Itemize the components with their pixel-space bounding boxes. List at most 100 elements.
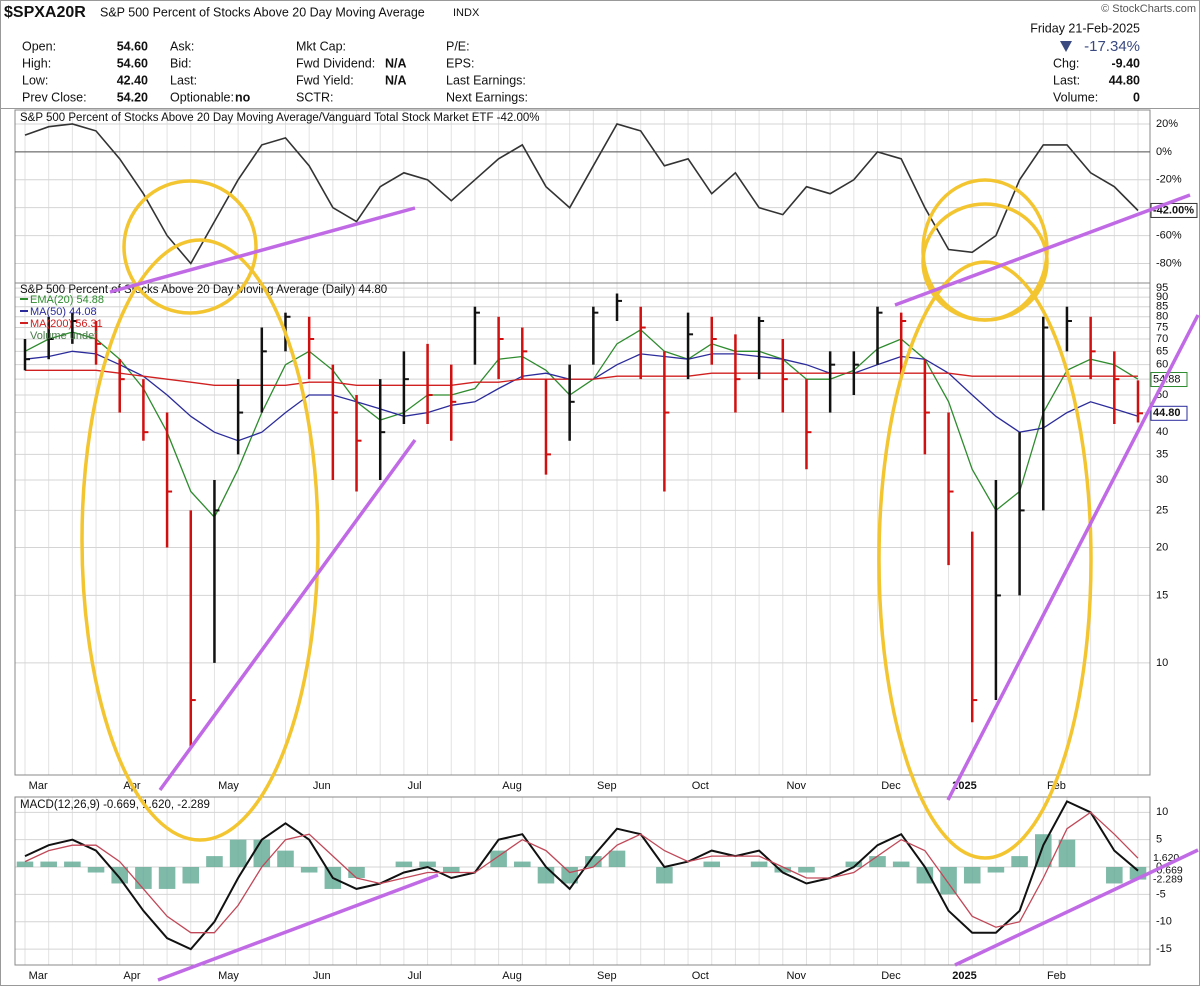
histogram-bar xyxy=(892,861,910,868)
moving-average xyxy=(24,328,1139,519)
field-label: P/E: xyxy=(446,39,470,53)
down-arrow xyxy=(1060,41,1072,52)
annotations xyxy=(80,178,1200,982)
panel-title: MACD(12,26,9) -0.669, 1.620, -2.289 xyxy=(20,799,210,811)
y-tick-label: 20% xyxy=(1156,118,1178,130)
panel-title: S&P 500 Percent of Stocks Above 20 Day M… xyxy=(20,112,540,124)
x-tick-label: Dec xyxy=(881,780,901,792)
legend-swatch xyxy=(20,310,28,312)
histogram-bar xyxy=(111,867,128,884)
histogram-bar xyxy=(348,867,365,878)
header: $SPXA20R S&P 500 Percent of Stocks Above… xyxy=(4,3,1196,104)
x-tick-label: Nov xyxy=(786,780,806,792)
y-tick-label: 20 xyxy=(1156,541,1168,553)
y-tick-label: 5 xyxy=(1156,834,1162,846)
histogram-bar xyxy=(64,861,81,868)
field-value: 54.60 xyxy=(117,39,148,53)
y-tick-label: 35 xyxy=(1156,448,1168,460)
histogram-bar xyxy=(537,867,555,884)
histogram-bar xyxy=(40,861,57,868)
y-tick-label: 95 xyxy=(1156,282,1168,294)
field-value: 44.80 xyxy=(1109,73,1140,87)
y-tick-label: 10 xyxy=(1156,806,1168,818)
histogram-bar xyxy=(1106,867,1123,884)
y-tick-label: -20% xyxy=(1156,174,1182,186)
field-label: High: xyxy=(22,56,51,70)
histogram-bar xyxy=(869,856,886,868)
legend-swatch xyxy=(20,322,28,324)
histogram-bar xyxy=(277,850,294,868)
date: Friday 21-Feb-2025 xyxy=(1030,21,1140,35)
x-tick-label: Apr xyxy=(123,970,140,982)
x-tick-label: Mar xyxy=(29,970,48,982)
field-label: Optionable: xyxy=(170,90,234,104)
ellipse xyxy=(80,238,320,842)
histogram-bar xyxy=(442,867,460,873)
y-tick-label: 40 xyxy=(1156,426,1168,438)
y-tick-label: 0% xyxy=(1156,146,1172,158)
field-label: SCTR: xyxy=(296,90,334,104)
histogram-bar xyxy=(300,867,318,873)
field-value: 54.20 xyxy=(117,90,148,104)
x-tick-label: Sep xyxy=(597,970,617,982)
x-tick-label: Sep xyxy=(597,780,617,792)
exchange: INDX xyxy=(453,7,480,19)
histogram-bar xyxy=(182,867,200,884)
field-value: 54.60 xyxy=(117,56,148,70)
field-label: Bid: xyxy=(170,56,192,70)
x-tick-label: Jun xyxy=(313,780,331,792)
histogram-bar xyxy=(798,867,815,873)
y-tick-label: 10 xyxy=(1156,657,1168,669)
trend-line xyxy=(894,193,1191,307)
field-label: Fwd Dividend: xyxy=(296,56,375,70)
x-tick-label: Feb xyxy=(1047,970,1066,982)
x-tick-label: Jul xyxy=(408,780,422,792)
y-tick-label: 85 xyxy=(1156,301,1168,313)
histogram-bar xyxy=(774,867,792,873)
histogram-bar xyxy=(987,867,1005,873)
legend-entry: Volume undef xyxy=(30,330,98,342)
field-label: Last: xyxy=(1053,73,1080,87)
field-label: Last: xyxy=(170,73,197,87)
ratio-line xyxy=(24,123,1139,265)
legend-entry: EMA(20) 54.88 xyxy=(30,294,104,306)
y-tick-label: -80% xyxy=(1156,257,1182,269)
y-tick-label: -15 xyxy=(1156,943,1172,955)
macd-line xyxy=(24,800,1139,951)
histogram-bar xyxy=(158,867,176,889)
ellipse xyxy=(877,260,1093,860)
y-tick-label: 75 xyxy=(1156,321,1168,333)
field-value: 0 xyxy=(1133,90,1140,104)
x-tick-label: Oct xyxy=(692,970,709,982)
panel-frame xyxy=(14,282,1151,776)
histogram-bar xyxy=(253,839,271,868)
field-label: Mkt Cap: xyxy=(296,39,346,53)
x-tick-label: May xyxy=(218,970,239,982)
histogram-bar xyxy=(419,861,436,868)
histogram-bar xyxy=(229,839,247,868)
histogram-bar xyxy=(940,867,957,895)
field-label: Volume: xyxy=(1053,90,1098,104)
moving-average xyxy=(25,369,1138,386)
field-label: Fwd Yield: xyxy=(296,73,354,87)
x-tick-label: Jun xyxy=(313,970,331,982)
y-tick-label: 70 xyxy=(1156,333,1168,345)
security-name: S&P 500 Percent of Stocks Above 20 Day M… xyxy=(100,5,425,19)
panel-frame xyxy=(14,796,1151,966)
histogram-bar xyxy=(845,861,863,868)
trend-line xyxy=(954,848,1199,967)
change-pct: -17.34% xyxy=(1084,38,1140,55)
y-tick-label: -60% xyxy=(1156,229,1182,241)
y-tick-label: 80 xyxy=(1156,311,1168,323)
trend-line xyxy=(109,206,416,294)
x-tick-label: Dec xyxy=(881,970,901,982)
histogram-bar xyxy=(703,861,721,868)
field-value: N/A xyxy=(385,73,407,87)
y-tick-label: 65 xyxy=(1156,345,1168,357)
field-label: Last Earnings: xyxy=(446,73,526,87)
histogram-bar xyxy=(608,850,626,868)
field-value: N/A xyxy=(385,56,407,70)
value-label: 54.88 xyxy=(1153,373,1181,385)
histogram-bar xyxy=(395,861,413,868)
